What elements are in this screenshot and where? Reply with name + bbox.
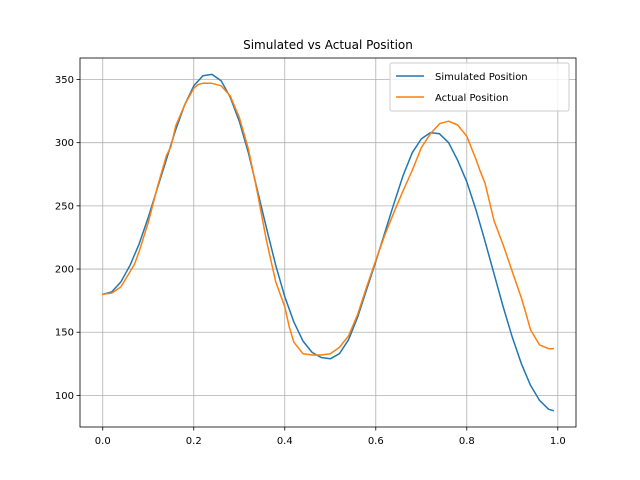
plot-lines <box>101 73 555 412</box>
chart-title: Simulated vs Actual Position <box>243 38 413 52</box>
axes-frame <box>79 57 577 428</box>
legend-box <box>389 62 570 112</box>
x-tick-label: 0.2 <box>186 436 202 447</box>
legend: Simulated Position Actual Position <box>389 62 570 112</box>
y-tick-label: 250 <box>55 201 74 212</box>
axis-ticks: 0.0 0.2 0.4 0.6 0.8 1.0 100 150 200 250 300 350 <box>55 75 566 447</box>
simulated-position-line <box>101 73 555 412</box>
x-tick-label: 1.0 <box>550 436 566 447</box>
grid <box>80 58 576 427</box>
y-tick-label: 100 <box>55 391 74 402</box>
legend-label-actual: Actual Position <box>435 93 508 104</box>
y-tick-label: 150 <box>55 328 74 339</box>
x-tick-label: 0.0 <box>95 436 111 447</box>
legend-label-simulated: Simulated Position <box>435 72 528 83</box>
y-tick-label: 300 <box>55 138 74 149</box>
y-tick-label: 200 <box>55 265 74 276</box>
x-tick-label: 0.6 <box>368 436 384 447</box>
actual-position-line <box>101 82 554 356</box>
y-tick-label: 350 <box>55 75 74 86</box>
x-tick-label: 0.8 <box>459 436 475 447</box>
x-tick-label: 0.4 <box>277 436 293 447</box>
